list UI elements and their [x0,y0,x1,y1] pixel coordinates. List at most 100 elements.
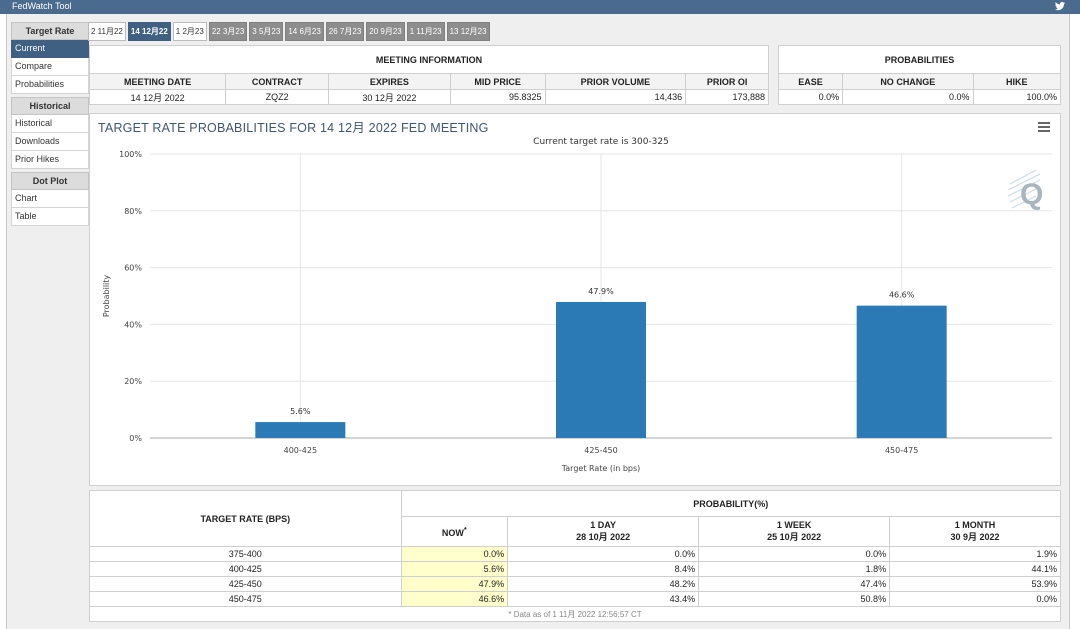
probabilities-value-cell: 100.0% [972,89,1062,105]
probabilities-column-header: NO CHANGE [842,73,974,90]
y-tick-label: 0% [129,434,142,443]
probability-cell: 5.6% [400,561,509,577]
meeting-date-tab[interactable]: 14 6月23 [285,22,324,41]
meeting-column-header: MEETING DATE [88,73,227,90]
meeting-date-tab[interactable]: 1 11月23 [406,22,445,41]
probability-column-header: NOW* [400,516,509,547]
meeting-column-header: MID PRICE [449,73,546,90]
sidebar: Target Rate Current Compare Probabilities Hi… [11,22,89,226]
meeting-date-tab[interactable]: 14 12月22 [127,22,171,41]
probability-column-header: 1 WEEK 25 10月 2022 [698,516,891,547]
y-tick-label: 60% [124,264,142,273]
probability-cell: 43.4% [507,591,700,607]
meeting-info-title: MEETING INFORMATION [89,45,769,74]
probability-columns-row: NOW* 1 DAY 28 10月 2022 1 WEEK 25 10月 2022 1 M… [90,516,1061,547]
asterisk-mark: * [463,525,467,534]
bar [556,301,646,438]
title-bar: FedWatch Tool [0,0,1080,14]
target-rate-cell: 450-475 [89,591,402,607]
column-header-line2: 30 9月 2022 [950,532,1000,542]
sidebar-item-historical[interactable]: Historical [11,115,89,133]
probability-cell: 47.4% [698,576,891,592]
meeting-date-tab[interactable]: 1 2月23 [172,22,207,41]
meeting-date-tab[interactable]: 20 9月23 [366,22,405,41]
meeting-column-header: PRIOR VOLUME [544,73,687,90]
sidebar-item-compare[interactable]: Compare [11,58,89,76]
target-rate-cell: 425-450 [89,576,402,592]
table-row: 400-425 5.6% 8.4% 1.8% 44.1% [89,561,1061,577]
app-title: FedWatch Tool [12,1,72,11]
sidebar-item-chart[interactable]: Chart [11,190,89,208]
probability-cell: 44.1% [889,561,1061,577]
y-tick-label: 100% [119,150,142,159]
sidebar-item-current[interactable]: Current [11,40,89,58]
sidebar-item-prior-hikes[interactable]: Prior Hikes [11,151,89,169]
meeting-value-cell: 30 12月 2022 [328,89,451,105]
probability-cell: 0.0% [507,546,700,562]
probability-cell: 47.9% [400,576,509,592]
bar-chart: Current target rate is 300-325 0% 20% 40% 60… [102,137,1052,473]
y-tick-label: 40% [124,320,142,329]
probability-cell: 46.6% [400,591,509,607]
probability-cell: 53.9% [889,576,1061,592]
probability-column-header: 1 MONTH 30 9月 2022 [889,516,1061,547]
sidebar-section-header: Historical [11,97,89,115]
twitter-icon[interactable] [1054,0,1066,12]
bar-data-label: 5.6% [290,407,311,416]
probabilities-value-row: 0.0% 0.0% 100.0% [777,89,1062,105]
probability-cell: 48.2% [507,576,700,592]
meeting-date-tabs: 2 11月22 14 12月22 1 2月23 22 3月23 3 5月23 14 6月2… [88,22,492,42]
probability-rows: 375-400 0.0% 0.0% 0.0% 1.9% 400-425 5.6% 8.4% 1.… [89,546,1061,607]
target-rate-cell: 375-400 [89,546,402,562]
target-rate-cell: 400-425 [89,561,402,577]
bar-data-label: 47.9% [588,287,614,296]
probability-cell: 1.9% [889,546,1061,562]
sidebar-item-downloads[interactable]: Downloads [11,133,89,151]
probability-cell: 8.4% [507,561,700,577]
meeting-date-tab[interactable]: 3 5月23 [249,22,284,41]
meeting-information-table: MEETING INFORMATION MEETING DATE CONTRACT… [88,45,769,105]
x-tick-label: 400-425 [284,446,317,455]
target-rate-header: TARGET RATE (BPS) [89,490,402,547]
bar [856,305,947,438]
data-timestamp-footnote: * Data as of 1 11月 2022 12:56:57 CT [89,606,1061,622]
meeting-date-tab[interactable]: 13 12月23 [446,22,490,41]
column-header-line2: 28 10月 2022 [576,532,631,542]
probability-column-header: 1 DAY 28 10月 2022 [507,516,700,547]
chart-subtitle: Current target rate is 300-325 [533,137,669,147]
sidebar-item-probabilities[interactable]: Probabilities [11,76,89,94]
probability-cell: 1.8% [698,561,891,577]
meeting-value-cell: 173,888 [685,89,769,105]
sidebar-item-table[interactable]: Table [11,208,89,226]
probabilities-value-cell: 0.0% [777,89,844,105]
meeting-date-tab[interactable]: 26 7月23 [325,22,365,41]
meeting-date-tab[interactable]: 2 11月22 [88,22,126,41]
quikstrike-logo-icon: Q [1007,169,1043,211]
column-header-line2: 25 10月 2022 [767,532,822,542]
probabilities-header-row: EASE NO CHANGE HIKE [777,73,1062,90]
probability-cell: 50.8% [698,591,891,607]
probabilities-table: PROBABILITIES EASE NO CHANGE HIKE 0.0% 0.0%… [777,45,1062,105]
bar [255,422,346,438]
meeting-value-row: 14 12月 2022 ZQZ2 30 12月 2022 95.8325 14,436 1… [88,89,769,105]
probability-cell: 0.0% [889,591,1061,607]
svg-text:Q: Q [1020,178,1043,211]
table-row: 425-450 47.9% 48.2% 47.4% 53.9% [89,576,1061,592]
probabilities-value-cell: 0.0% [842,89,974,105]
meeting-value-cell: 95.8325 [449,89,546,105]
x-tick-label: 450-475 [885,446,918,455]
probability-cell: 0.0% [698,546,891,562]
meeting-column-header: PRIOR OI [685,73,769,90]
sidebar-section-header: Target Rate [11,22,89,40]
probability-cell: 0.0% [400,546,509,562]
table-row: 450-475 46.6% 43.4% 50.8% 0.0% [89,591,1061,607]
y-tick-label: 20% [124,377,142,386]
column-header-line1: 1 DAY [590,520,616,530]
column-header-line1: NOW [441,528,464,538]
probability-history-table: TARGET RATE (BPS) PROBABILITY(%) NOW* 1 D… [89,490,1062,622]
x-axis-label: Target Rate (in bps) [561,464,641,473]
y-axis-label: Probability [102,275,111,318]
meeting-date-tab[interactable]: 22 3月23 [208,22,248,41]
meeting-value-cell: 14 12月 2022 [88,89,227,105]
chart-menu-icon[interactable] [1038,122,1050,132]
